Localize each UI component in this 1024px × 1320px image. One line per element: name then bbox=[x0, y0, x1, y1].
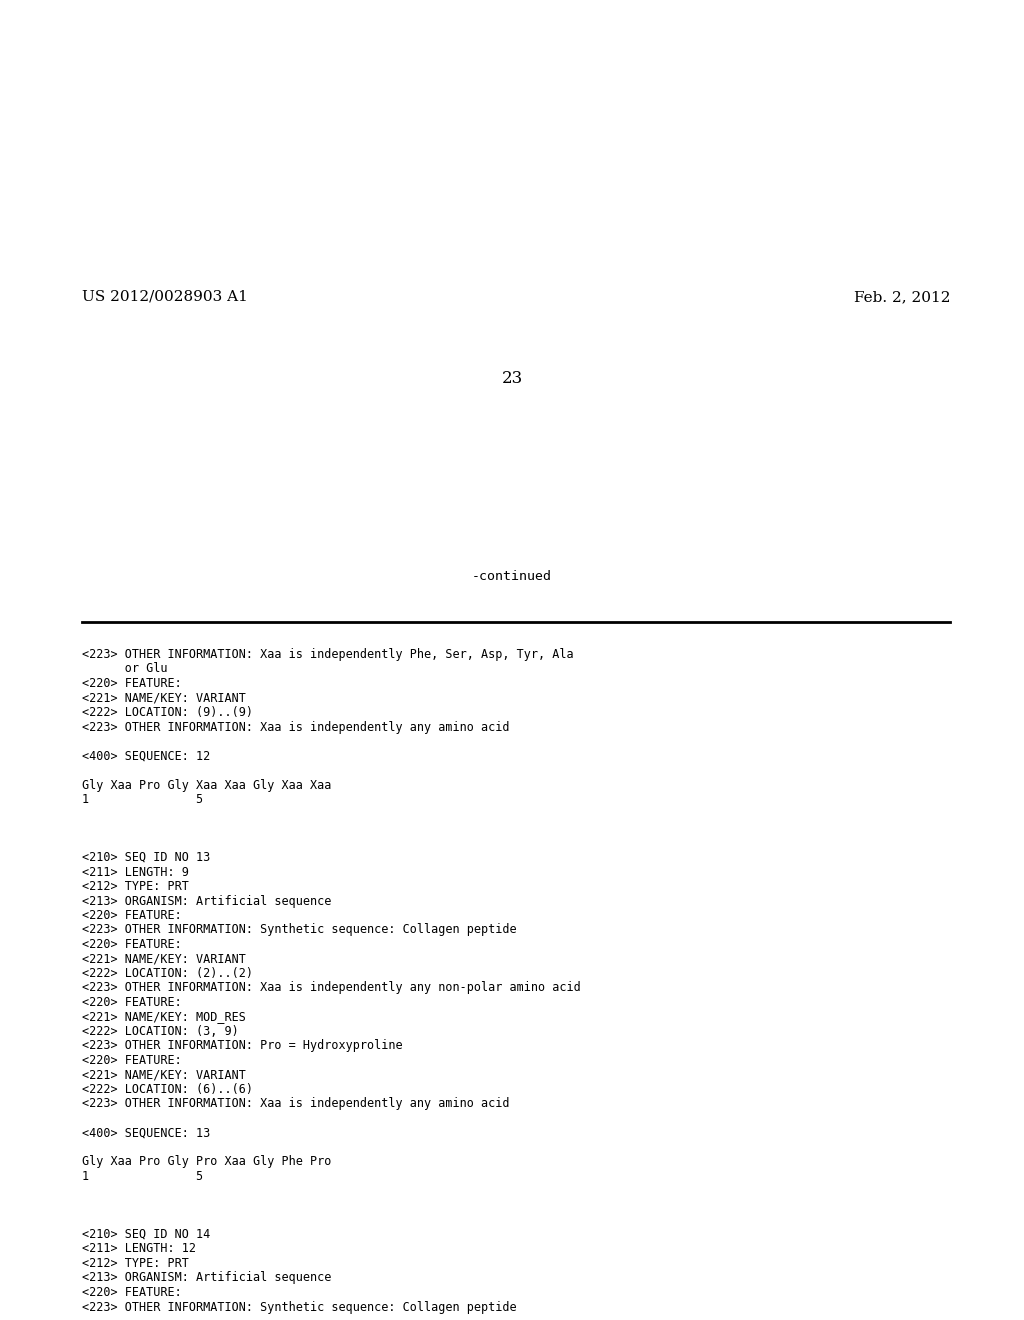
Text: or Glu: or Glu bbox=[82, 663, 168, 676]
Text: <210> SEQ ID NO 14: <210> SEQ ID NO 14 bbox=[82, 1228, 210, 1241]
Text: <221> NAME/KEY: VARIANT: <221> NAME/KEY: VARIANT bbox=[82, 692, 246, 705]
Text: <223> OTHER INFORMATION: Xaa is independently any amino acid: <223> OTHER INFORMATION: Xaa is independ… bbox=[82, 1097, 510, 1110]
Text: Gly Xaa Pro Gly Pro Xaa Gly Phe Pro: Gly Xaa Pro Gly Pro Xaa Gly Phe Pro bbox=[82, 1155, 332, 1168]
Text: US 2012/0028903 A1: US 2012/0028903 A1 bbox=[82, 290, 248, 304]
Text: <211> LENGTH: 12: <211> LENGTH: 12 bbox=[82, 1242, 196, 1255]
Text: Feb. 2, 2012: Feb. 2, 2012 bbox=[853, 290, 950, 304]
Text: <213> ORGANISM: Artificial sequence: <213> ORGANISM: Artificial sequence bbox=[82, 1271, 332, 1284]
Text: <213> ORGANISM: Artificial sequence: <213> ORGANISM: Artificial sequence bbox=[82, 895, 332, 908]
Text: Gly Xaa Pro Gly Xaa Xaa Gly Xaa Xaa: Gly Xaa Pro Gly Xaa Xaa Gly Xaa Xaa bbox=[82, 779, 332, 792]
Text: <222> LOCATION: (9)..(9): <222> LOCATION: (9)..(9) bbox=[82, 706, 253, 719]
Text: <212> TYPE: PRT: <212> TYPE: PRT bbox=[82, 1257, 188, 1270]
Text: 23: 23 bbox=[502, 370, 522, 387]
Text: <223> OTHER INFORMATION: Synthetic sequence: Collagen peptide: <223> OTHER INFORMATION: Synthetic seque… bbox=[82, 1300, 517, 1313]
Text: <400> SEQUENCE: 13: <400> SEQUENCE: 13 bbox=[82, 1126, 210, 1139]
Text: <223> OTHER INFORMATION: Synthetic sequence: Collagen peptide: <223> OTHER INFORMATION: Synthetic seque… bbox=[82, 924, 517, 936]
Text: <220> FEATURE:: <220> FEATURE: bbox=[82, 939, 181, 950]
Text: <221> NAME/KEY: MOD_RES: <221> NAME/KEY: MOD_RES bbox=[82, 1011, 246, 1023]
Text: <220> FEATURE:: <220> FEATURE: bbox=[82, 1053, 181, 1067]
Text: -continued: -continued bbox=[472, 570, 552, 583]
Text: <400> SEQUENCE: 12: <400> SEQUENCE: 12 bbox=[82, 750, 210, 763]
Text: 1               5: 1 5 bbox=[82, 1170, 203, 1183]
Text: <220> FEATURE:: <220> FEATURE: bbox=[82, 1286, 181, 1299]
Text: <223> OTHER INFORMATION: Xaa is independently Phe, Ser, Asp, Tyr, Ala: <223> OTHER INFORMATION: Xaa is independ… bbox=[82, 648, 573, 661]
Text: <220> FEATURE:: <220> FEATURE: bbox=[82, 997, 181, 1008]
Text: <222> LOCATION: (2)..(2): <222> LOCATION: (2)..(2) bbox=[82, 968, 253, 979]
Text: <210> SEQ ID NO 13: <210> SEQ ID NO 13 bbox=[82, 851, 210, 865]
Text: <221> NAME/KEY: VARIANT: <221> NAME/KEY: VARIANT bbox=[82, 1068, 246, 1081]
Text: <212> TYPE: PRT: <212> TYPE: PRT bbox=[82, 880, 188, 894]
Text: <211> LENGTH: 9: <211> LENGTH: 9 bbox=[82, 866, 188, 879]
Text: <222> LOCATION: (6)..(6): <222> LOCATION: (6)..(6) bbox=[82, 1082, 253, 1096]
Text: <223> OTHER INFORMATION: Xaa is independently any non-polar amino acid: <223> OTHER INFORMATION: Xaa is independ… bbox=[82, 982, 581, 994]
Text: <221> NAME/KEY: VARIANT: <221> NAME/KEY: VARIANT bbox=[82, 953, 246, 965]
Text: 1               5: 1 5 bbox=[82, 793, 203, 807]
Text: <220> FEATURE:: <220> FEATURE: bbox=[82, 677, 181, 690]
Text: <220> FEATURE:: <220> FEATURE: bbox=[82, 909, 181, 921]
Text: <222> LOCATION: (3, 9): <222> LOCATION: (3, 9) bbox=[82, 1026, 239, 1038]
Text: <223> OTHER INFORMATION: Xaa is independently any amino acid: <223> OTHER INFORMATION: Xaa is independ… bbox=[82, 721, 510, 734]
Text: <223> OTHER INFORMATION: Pro = Hydroxyproline: <223> OTHER INFORMATION: Pro = Hydroxypr… bbox=[82, 1040, 402, 1052]
